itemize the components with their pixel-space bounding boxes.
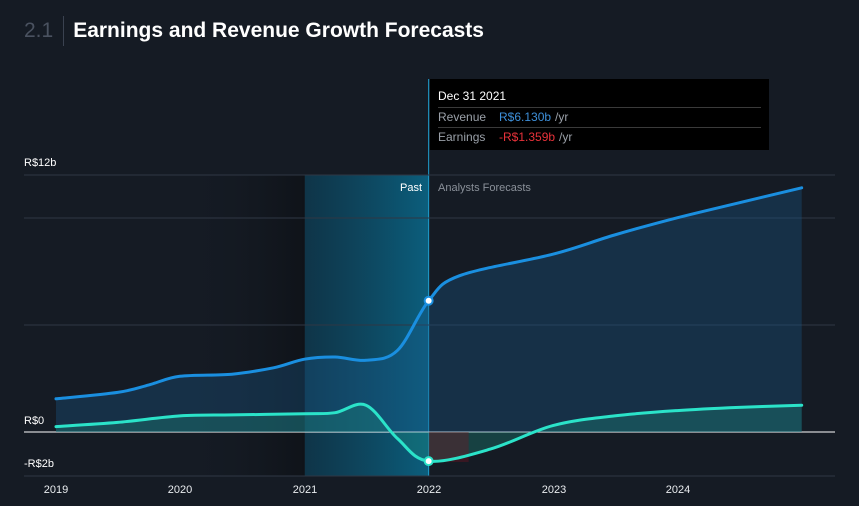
revenue-area [56,187,802,432]
tooltip-unit: /yr [555,110,569,124]
tooltip-revenue-row: Revenue R$6.130b /yr [438,107,761,127]
tooltip-earnings-value: -R$1.359b [499,130,556,144]
revenue-line [54,186,804,401]
page-title: Earnings and Revenue Growth Forecasts [73,19,484,42]
x-tick-label: 2019 [44,484,68,496]
x-tick-label: 2021 [293,484,317,496]
tooltip-unit: /yr [559,130,573,144]
earnings-area [56,404,802,462]
tooltip-earnings-label: Earnings [438,130,486,144]
header: 2.1 Earnings and Revenue Growth Forecast… [24,14,484,48]
y-tick-label: R$0 [24,415,44,427]
x-tick-label: 2020 [168,484,192,496]
tooltip-earnings-row: Earnings -R$1.359b /yr [438,127,761,147]
y-tick-label: R$12b [24,157,56,169]
tooltip-revenue-label: Revenue [438,110,487,124]
forecast-label: Analysts Forecasts [438,182,531,194]
earnings-marker [423,456,434,467]
data-tooltip: Dec 31 2021 Revenue R$6.130b /yr Earning… [430,79,769,150]
x-tick-label: 2024 [666,484,690,496]
tooltip-date: Dec 31 2021 [438,89,507,103]
header-divider [63,16,65,46]
y-tick-label: -R$2b [24,458,54,470]
tooltip-revenue-value: R$6.130b [499,110,552,124]
past-label: Past [400,182,422,194]
x-tick-label: 2022 [417,484,441,496]
section-number: 2.1 [24,19,54,42]
earnings-line [54,402,804,463]
revenue-marker [423,295,434,306]
x-tick-label: 2023 [542,484,566,496]
